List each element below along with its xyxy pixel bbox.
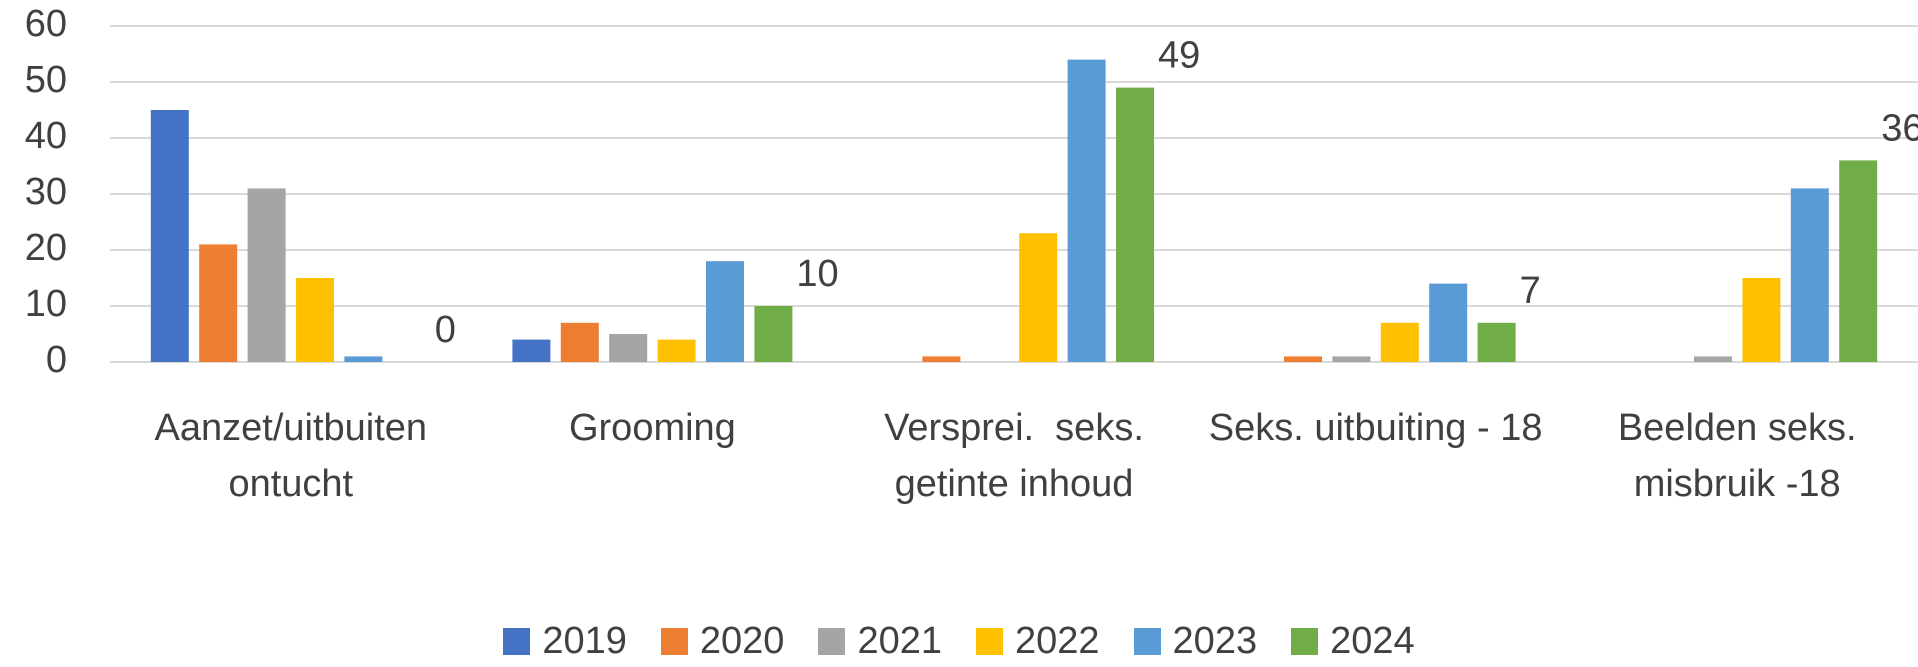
y-tick-label: 0 [46,339,67,381]
bar [247,188,286,362]
data-label: 36 [1881,107,1918,149]
bar [150,110,189,362]
x-tick-label: Grooming [568,407,736,449]
legend-item: 2021 [818,620,942,663]
legend-label: 2021 [857,620,942,662]
legend-item: 2020 [660,620,785,663]
legend-swatch [1133,628,1161,655]
bar [706,261,744,362]
x-tick-label: Aanzet/uitbuiten ontucht [154,407,438,505]
x-tick-label: Beelden seks. misbruik -18 [1617,407,1868,505]
bar [1067,59,1106,362]
y-tick-label: 60 [25,3,67,45]
bar [296,278,334,362]
legend-label: 2023 [1172,620,1258,662]
bar [1742,278,1781,362]
legend-item: 2023 [1133,620,1258,663]
bar [1116,87,1154,362]
legend-item: 2019 [503,620,627,663]
data-label: 49 [1158,35,1200,77]
bar [1284,356,1322,362]
bar [512,339,551,362]
legend-label: 2022 [1015,620,1100,662]
bar [1790,188,1829,362]
legend-swatch [1291,628,1319,655]
legend-swatch [976,628,1003,655]
x-tick-label: Versprei. seks. getinte inhoud [884,407,1155,505]
bar [1839,160,1878,362]
bar [1332,356,1371,362]
bar [1429,283,1468,362]
bar [1694,356,1732,362]
data-label: 0 [435,309,456,351]
bar [344,356,383,362]
bar [199,244,238,362]
bar [560,322,599,362]
data-label: 10 [796,253,838,295]
legend-swatch [660,628,688,655]
bar [754,306,793,362]
y-tick-label: 20 [25,227,67,269]
y-tick-label: 40 [25,115,67,157]
data-label: 7 [1520,270,1541,312]
x-tick-label: Seks. uitbuiting - 18 [1208,407,1543,449]
bar [609,334,648,362]
legend-label: 2019 [542,620,627,662]
y-tick-label: 50 [25,59,67,101]
legend-label: 2020 [699,620,785,662]
bar [1380,322,1419,362]
legend-label: 2024 [1330,620,1415,662]
legend-item: 2024 [1291,620,1415,663]
bar [1477,322,1516,362]
bar [657,339,696,362]
bar [1019,233,1058,362]
y-tick-label: 10 [25,283,67,325]
legend: 2019 2020 2021 2022 2023 2024 [0,620,1918,663]
legend-item: 2022 [976,620,1100,663]
bar [922,356,961,362]
y-tick-label: 30 [25,171,67,213]
legend-swatch [503,628,531,655]
legend-swatch [818,628,846,655]
